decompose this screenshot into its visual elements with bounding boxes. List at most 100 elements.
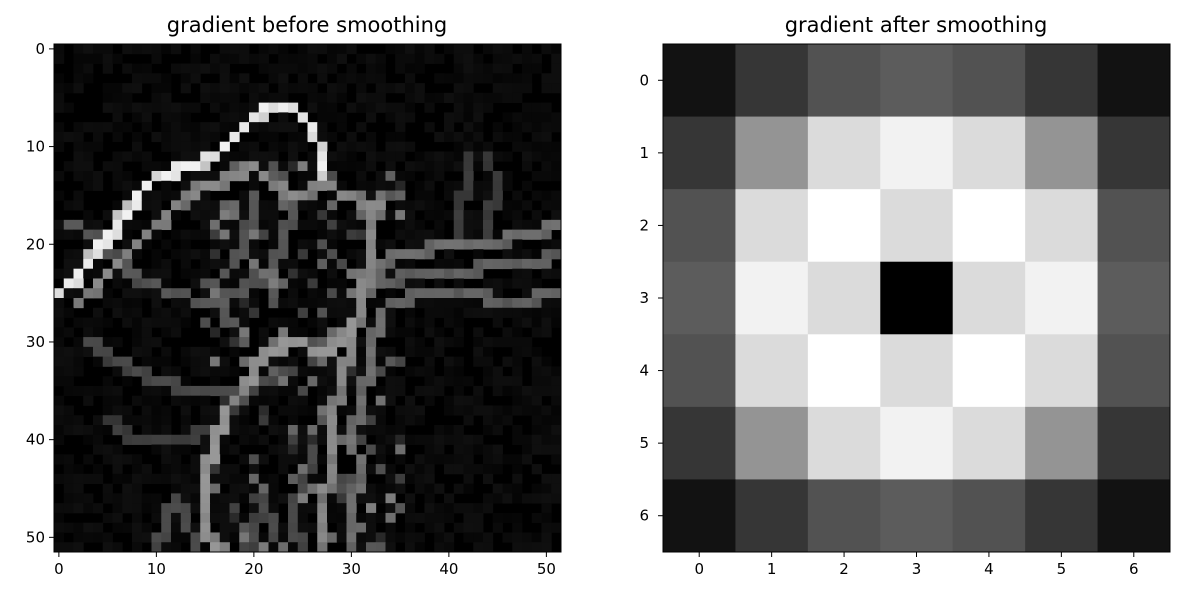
heatmap-pixel: [522, 288, 533, 299]
heatmap-pixel: [288, 532, 299, 543]
heatmap-pixel: [414, 454, 425, 465]
heatmap-pixel: [112, 542, 123, 553]
heatmap-pixel: [317, 112, 328, 123]
heatmap-pixel: [180, 346, 191, 358]
heatmap-pixel: [141, 376, 152, 387]
heatmap-pixel: [395, 180, 406, 191]
heatmap-pixel: [307, 298, 318, 309]
heatmap-pixel: [151, 298, 162, 309]
heatmap-pixel: [268, 180, 279, 191]
heatmap-pixel: [268, 210, 279, 221]
heatmap-pixel: [307, 346, 318, 358]
heatmap-pixel: [512, 542, 523, 553]
heatmap-pixel: [102, 210, 113, 221]
heatmap-pixel: [200, 503, 211, 514]
heatmap-pixel: [297, 161, 308, 172]
heatmap-pixel: [249, 532, 260, 543]
heatmap-pixel: [346, 337, 357, 348]
heatmap-pixel: [229, 278, 240, 289]
heatmap-pixel: [219, 268, 230, 279]
heatmap-pixel: [171, 464, 182, 475]
heatmap-pixel: [54, 532, 65, 543]
heatmap-pixel: [336, 44, 347, 55]
heatmap-pixel: [190, 346, 201, 358]
heatmap-pixel: [327, 44, 338, 55]
heatmap-pixel: [161, 425, 172, 436]
heatmap-pixel: [551, 454, 562, 465]
heatmap-pixel: [317, 102, 328, 113]
heatmap-pixel: [356, 258, 367, 270]
heatmap-pixel: [463, 268, 474, 279]
heatmap-pixel: [434, 483, 445, 494]
heatmap-pixel: [249, 83, 260, 94]
heatmap-pixel: [356, 512, 367, 524]
heatmap-pixel: [141, 522, 152, 533]
heatmap-pixel: [473, 229, 484, 240]
heatmap-pixel: [171, 171, 182, 182]
heatmap-pixel: [258, 415, 269, 426]
heatmap-pixel: [132, 493, 143, 504]
heatmap-pixel: [132, 268, 143, 279]
heatmap-pixel: [424, 102, 435, 113]
heatmap-pixel: [531, 288, 542, 299]
heatmap-pixel: [239, 395, 250, 406]
heatmap-pixel: [434, 522, 445, 533]
heatmap-pixel: [307, 83, 318, 94]
heatmap-pixel: [551, 298, 562, 309]
heatmap-pixel: [151, 288, 162, 299]
heatmap-pixel: [551, 83, 562, 94]
heatmap-pixel: [122, 376, 133, 387]
heatmap-pixel: [190, 268, 201, 279]
heatmap-pixel: [385, 131, 396, 143]
heatmap-pixel: [122, 190, 133, 201]
heatmap-pixel: [531, 493, 542, 504]
heatmap-pixel: [258, 122, 269, 133]
heatmap-pixel: [161, 503, 172, 514]
heatmap-cell: [807, 406, 881, 480]
heatmap-pixel: [483, 278, 494, 289]
heatmap-pixel: [180, 190, 191, 201]
heatmap-pixel: [327, 346, 338, 358]
heatmap-pixel: [473, 161, 484, 172]
heatmap-pixel: [122, 454, 133, 465]
heatmap-pixel: [288, 473, 299, 485]
heatmap-pixel: [141, 532, 152, 543]
heatmap-pixel: [434, 542, 445, 553]
heatmap-pixel: [190, 454, 201, 465]
heatmap-pixel: [473, 385, 484, 397]
heatmap-pixel: [122, 180, 133, 191]
heatmap-pixel: [297, 239, 308, 250]
heatmap-pixel: [151, 337, 162, 348]
heatmap-pixel: [453, 522, 464, 533]
heatmap-pixel: [190, 63, 201, 74]
heatmap-pixel: [356, 522, 367, 533]
heatmap-pixel: [63, 102, 74, 113]
heatmap-pixel: [171, 473, 182, 485]
heatmap-pixel: [405, 288, 416, 299]
heatmap-pixel: [385, 473, 396, 485]
heatmap-pixel: [229, 268, 240, 279]
heatmap-pixel: [63, 288, 74, 299]
heatmap-pixel: [151, 210, 162, 221]
heatmap-pixel: [132, 151, 143, 162]
heatmap-pixel: [395, 327, 406, 338]
heatmap-pixel: [336, 366, 347, 377]
heatmap-pixel: [424, 512, 435, 524]
heatmap-pixel: [307, 503, 318, 514]
heatmap-pixel: [385, 298, 396, 309]
heatmap-pixel: [307, 239, 318, 250]
heatmap-pixel: [531, 112, 542, 123]
heatmap-pixel: [541, 473, 552, 485]
heatmap-pixel: [102, 239, 113, 250]
heatmap-pixel: [151, 395, 162, 406]
heatmap-pixel: [317, 532, 328, 543]
heatmap-pixel: [375, 317, 386, 328]
heatmap-pixel: [522, 53, 533, 64]
heatmap-pixel: [327, 63, 338, 74]
heatmap-pixel: [141, 63, 152, 74]
heatmap-pixel: [190, 151, 201, 162]
heatmap-pixel: [551, 522, 562, 533]
heatmap-pixel: [180, 503, 191, 514]
heatmap-pixel: [258, 337, 269, 348]
